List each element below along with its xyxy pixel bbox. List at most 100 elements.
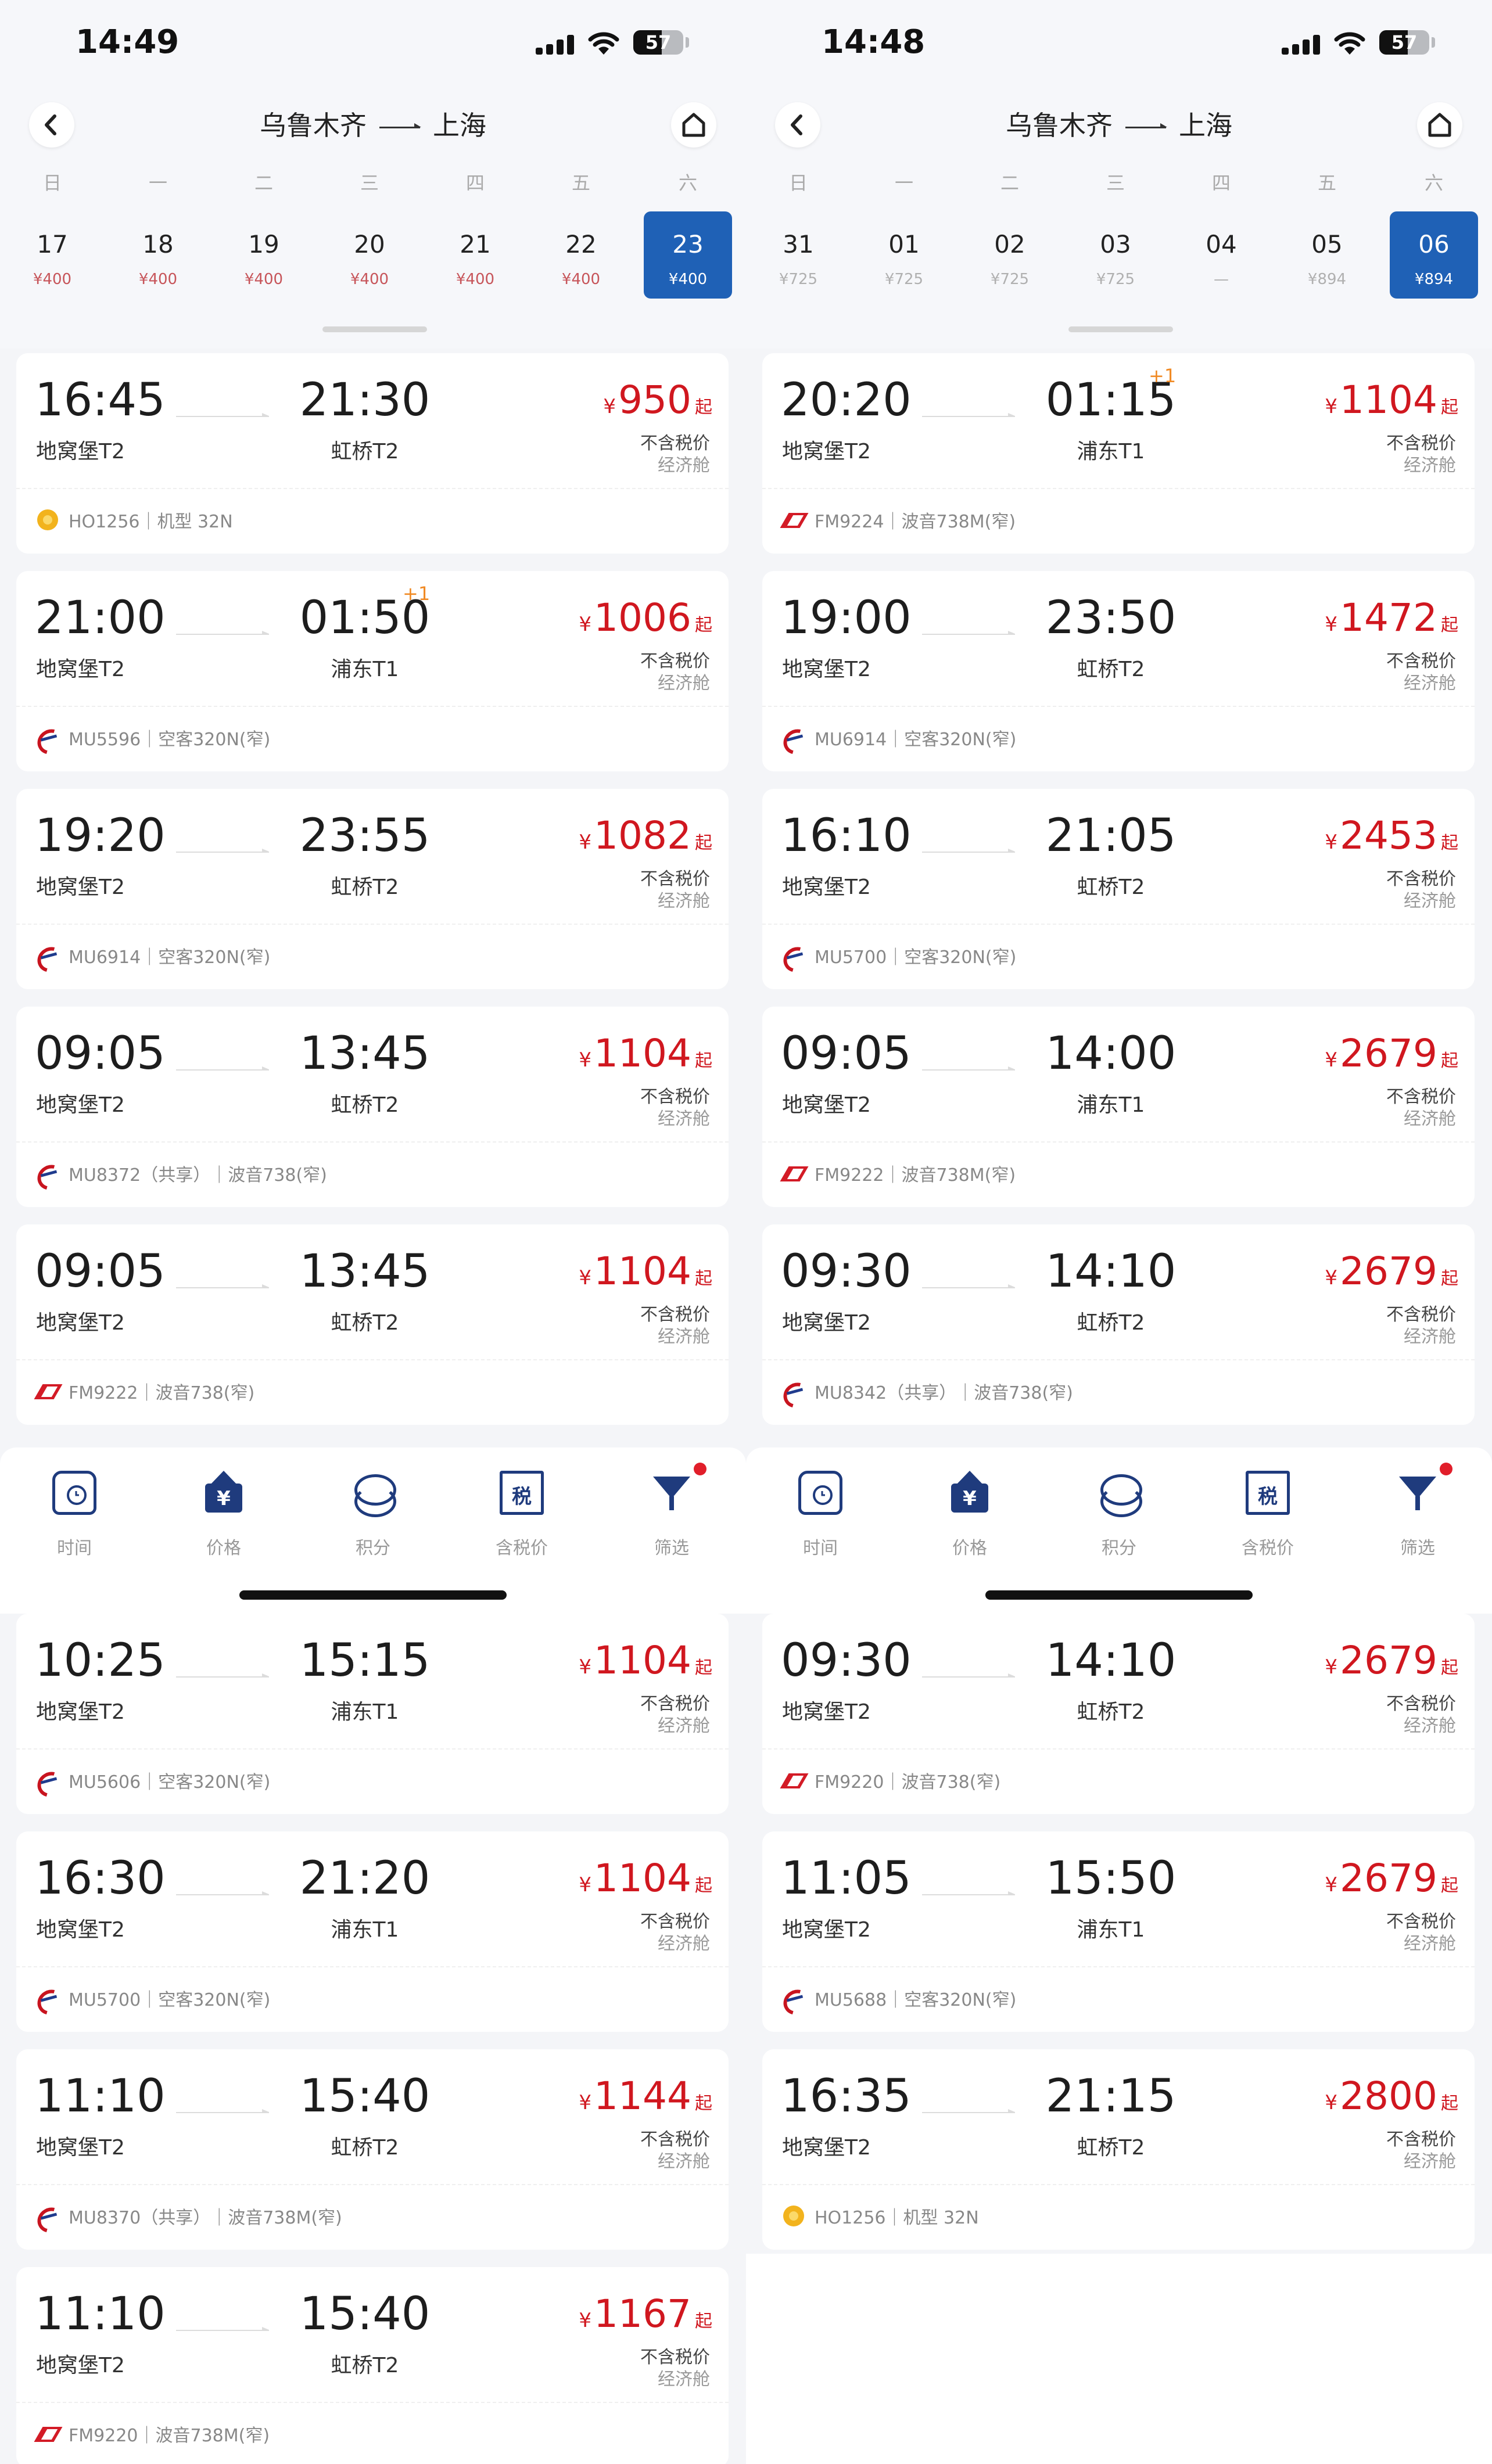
price-glyph: ¥ <box>217 1487 231 1510</box>
date-item[interactable]: 四 04 — <box>1177 157 1265 302</box>
flight-info: MU5700｜空客320N(窄) <box>782 941 1016 970</box>
flight-info: MU6914｜空客320N(窄) <box>782 723 1016 752</box>
toolbar-item-price[interactable]: ¥ 价格 <box>177 1471 270 1559</box>
card-divider <box>16 1359 729 1360</box>
fare-price: ¥1104 起 <box>579 1031 712 1076</box>
flight-card[interactable]: 19:00 地窝堡T2 23:50 虹桥T2 ¥1472 起不含税价 经济舱 MU6914｜空… <box>762 571 1475 771</box>
price-icon: ¥ <box>948 1471 992 1515</box>
currency-symbol: ¥ <box>579 2091 592 2114</box>
destination-city: 上海 <box>433 110 486 141</box>
flight-card[interactable]: 16:30 地窝堡T2 21:20 浦东T1 ¥1104 起不含税价 经济舱 MU5700｜空… <box>16 1831 729 2032</box>
weekday-label: 五 <box>571 172 590 194</box>
flight-card[interactable]: 19:20 地窝堡T2 23:55 虹桥T2 ¥1082 起不含税价 经济舱 MU6914｜空… <box>16 789 729 989</box>
arrival-airport: 虹桥T2 <box>331 2136 399 2160</box>
fare-price: ¥1104 起 <box>579 1856 712 1901</box>
home-indicator <box>239 1590 507 1600</box>
date-item[interactable]: 四 21 ¥400 <box>431 157 519 302</box>
date-number: 04 <box>1206 230 1237 258</box>
date-number: 17 <box>37 230 68 258</box>
flight-number-aircraft: HO1256｜机型 32N <box>69 512 233 532</box>
date-item[interactable]: 三 03 ¥725 <box>1071 157 1160 302</box>
flight-card[interactable]: 21:00 地窝堡T2 01:50 浦东T1 +1 ¥1006 起不含税价 经济舱 MU5596… <box>16 571 729 771</box>
flight-info: MU5606｜空客320N(窄) <box>36 1766 270 1795</box>
home-button[interactable] <box>671 102 716 148</box>
date-item[interactable]: 六 06 ¥894 <box>1390 157 1478 302</box>
date-number: 05 <box>1311 230 1343 258</box>
date-item[interactable]: 一 18 ¥400 <box>114 157 202 302</box>
flight-card[interactable]: 16:35 地窝堡T2 21:15 虹桥T2 ¥2800 起不含税价 经济舱 HO1256｜机… <box>762 2049 1475 2250</box>
flight-card[interactable]: 09:05 地窝堡T2 13:45 虹桥T2 ¥1104 起不含税价 经济舱 FM9222｜波… <box>16 1224 729 1425</box>
toolbar-item-filter[interactable]: 筛选 <box>1371 1463 1464 1559</box>
toolbar-label: 时间 <box>803 1538 838 1558</box>
tax-excluded-label: 不含税价 <box>640 1305 710 1325</box>
date-lowest-price: — <box>1214 271 1229 288</box>
date-item[interactable]: 一 01 ¥725 <box>860 157 948 302</box>
date-item[interactable]: 日 17 ¥400 <box>8 157 96 302</box>
back-button[interactable] <box>775 102 820 148</box>
date-item[interactable]: 日 31 ¥725 <box>754 157 842 302</box>
toolbar-item-clock[interactable]: 时间 <box>28 1471 121 1559</box>
date-item[interactable]: 五 05 ¥894 <box>1283 157 1371 302</box>
arrival-airport: 虹桥T2 <box>331 2354 399 2377</box>
selected-date-highlight <box>1390 211 1478 299</box>
flight-info: HO1256｜机型 32N <box>782 2201 979 2230</box>
price-from-label: 起 <box>1441 1658 1458 1678</box>
flight-card[interactable]: 10:25 地窝堡T2 15:15 浦东T1 ¥1104 起不含税价 经济舱 MU5606｜空… <box>16 1614 729 1814</box>
tax-excluded-label: 不含税价 <box>1386 869 1456 889</box>
toolbar-item-tax[interactable]: 税含税价 <box>1221 1471 1314 1559</box>
price-from-label: 起 <box>1441 1051 1458 1071</box>
departure-time: 21:00 <box>35 592 166 644</box>
flight-number-aircraft: MU8342（共享）｜波音738(窄) <box>815 1383 1073 1403</box>
currency-symbol: ¥ <box>579 1266 592 1290</box>
home-button[interactable] <box>1417 102 1462 148</box>
currency-symbol: ¥ <box>579 831 592 854</box>
flight-card[interactable]: 11:10 地窝堡T2 15:40 虹桥T2 ¥1144 起不含税价 经济舱 MU8370（共… <box>16 2049 729 2250</box>
date-item[interactable]: 六 23 ¥400 <box>644 157 732 302</box>
drag-handle[interactable] <box>1068 326 1173 332</box>
date-item[interactable]: 二 19 ¥400 <box>220 157 308 302</box>
toolbar-item-points[interactable]: 积分 <box>327 1471 419 1559</box>
price-value: 2679 <box>1340 1856 1437 1901</box>
flight-card[interactable]: 09:05 地窝堡T2 14:00 浦东T1 ¥2679 起不含税价 经济舱 FM9222｜波… <box>762 1007 1475 1207</box>
flight-card[interactable]: 16:10 地窝堡T2 21:05 虹桥T2 ¥2453 起不含税价 经济舱 MU5700｜空… <box>762 789 1475 989</box>
flight-card[interactable]: 09:05 地窝堡T2 13:45 虹桥T2 ¥1104 起不含税价 经济舱 MU8372（共… <box>16 1007 729 1207</box>
toolbar-item-points[interactable]: 积分 <box>1073 1471 1165 1559</box>
weekday-label: 三 <box>360 172 379 194</box>
arrival-time: 14:00 <box>1045 1028 1177 1080</box>
toolbar-item-clock[interactable]: 时间 <box>774 1471 867 1559</box>
flight-card[interactable]: 11:10 地窝堡T2 15:40 虹桥T2 ¥1167 起不含税价 经济舱 FM9220｜波… <box>16 2267 729 2464</box>
date-lowest-price: ¥725 <box>1096 271 1135 288</box>
cabin-class-label: 经济舱 <box>1404 1327 1456 1347</box>
status-time: 14:48 <box>822 23 926 61</box>
arrival-airport: 浦东T1 <box>1077 440 1145 464</box>
date-lowest-price: ¥725 <box>884 271 924 288</box>
date-lowest-price: ¥400 <box>138 271 178 288</box>
header: 乌鲁木齐 上海 <box>746 87 1492 157</box>
empty-area <box>746 2254 1492 2464</box>
date-item[interactable]: 五 22 ¥400 <box>537 157 625 302</box>
flight-card[interactable]: 20:20 地窝堡T2 01:15 浦东T1 +1 ¥1104 起不含税价 经济舱 FM9224… <box>762 353 1475 554</box>
departure-time: 16:45 <box>35 374 166 426</box>
departure-airport: 地窝堡T2 <box>36 1311 125 1335</box>
date-item[interactable]: 三 20 ¥400 <box>325 157 414 302</box>
flight-info: FM9222｜波音738(窄) <box>36 1377 254 1406</box>
toolbar-item-price[interactable]: ¥ 价格 <box>923 1471 1016 1559</box>
toolbar-item-filter[interactable]: 筛选 <box>625 1463 718 1559</box>
price-from-label: 起 <box>1441 2093 1458 2114</box>
toolbar-item-tax[interactable]: 税含税价 <box>475 1471 568 1559</box>
flight-card[interactable]: 09:30 地窝堡T2 14:10 虹桥T2 ¥2679 起不含税价 经济舱 MU8342（共… <box>762 1224 1475 1425</box>
weekday-label: 二 <box>254 172 273 194</box>
card-divider <box>16 2402 729 2403</box>
route-arrow-icon <box>1125 123 1167 128</box>
flight-card[interactable]: 16:45 地窝堡T2 21:30 虹桥T2 ¥950 起不含税价 经济舱 HO1256｜机型… <box>16 353 729 554</box>
flight-arrow-icon <box>922 413 1015 417</box>
back-button[interactable] <box>29 102 74 148</box>
flight-card[interactable]: 09:30 地窝堡T2 14:10 虹桥T2 ¥2679 起不含税价 经济舱 FM9220｜波… <box>762 1614 1475 1814</box>
flight-card[interactable]: 11:05 地窝堡T2 15:50 浦东T1 ¥2679 起不含税价 经济舱 MU5688｜空… <box>762 1831 1475 2032</box>
drag-handle[interactable] <box>322 326 427 332</box>
departure-time: 11:10 <box>35 2070 166 2122</box>
battery-cap <box>1432 37 1435 48</box>
tax-excluded-label: 不含税价 <box>1386 2129 1456 2150</box>
date-item[interactable]: 二 02 ¥725 <box>966 157 1054 302</box>
currency-symbol: ¥ <box>1325 1873 1338 1897</box>
